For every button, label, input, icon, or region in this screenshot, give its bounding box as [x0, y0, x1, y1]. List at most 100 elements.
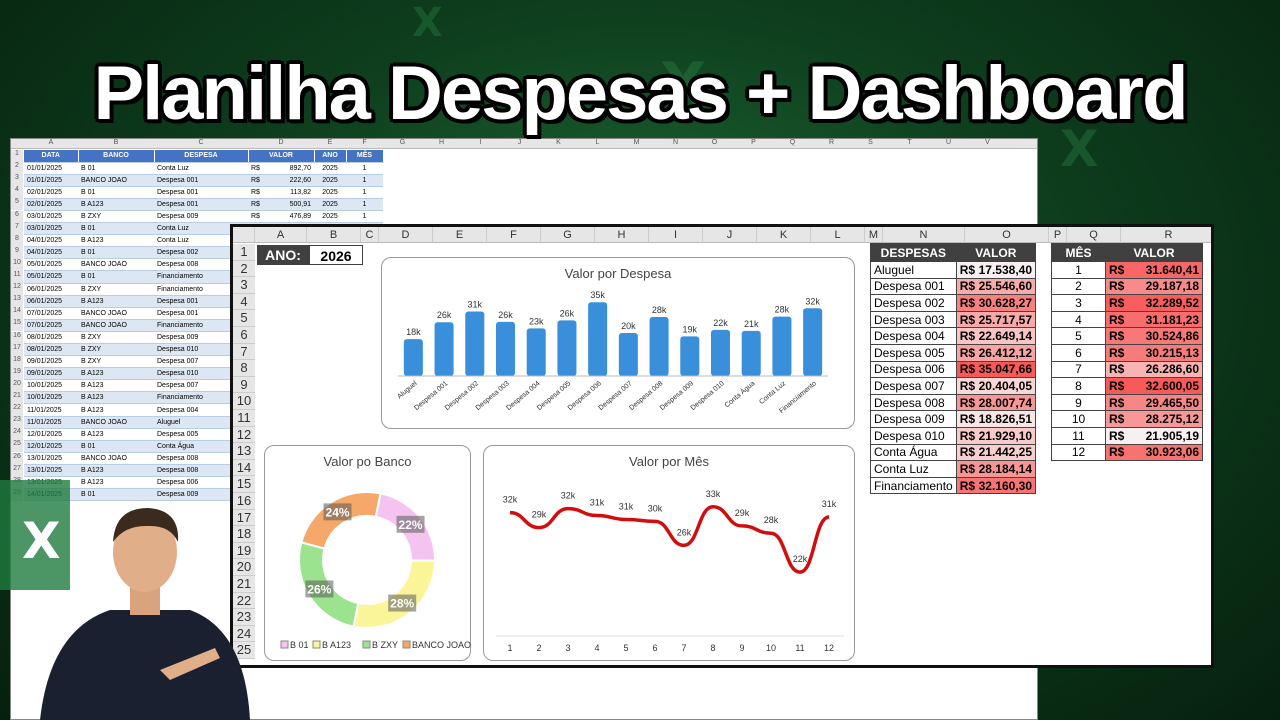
- table-cell[interactable]: 07/01/2025: [24, 307, 78, 320]
- row-label[interactable]: Financiamento: [870, 476, 957, 495]
- row-label[interactable]: 2: [1051, 277, 1106, 296]
- row-number[interactable]: 5: [233, 310, 255, 327]
- row-number[interactable]: 16: [233, 493, 255, 510]
- table-cell[interactable]: Despesa 010: [154, 367, 248, 381]
- table-cell[interactable]: Financiamento: [154, 283, 248, 296]
- column-header[interactable]: I: [479, 139, 482, 146]
- column-header[interactable]: C: [198, 139, 204, 146]
- row-number[interactable]: 3: [233, 277, 255, 294]
- row-label[interactable]: 3: [1051, 294, 1106, 312]
- data-column-header[interactable]: MÊS: [346, 150, 384, 163]
- table-cell[interactable]: B ZXY: [78, 355, 154, 369]
- row-label[interactable]: Despesa 008: [870, 393, 957, 412]
- data-column-header[interactable]: VALOR: [248, 150, 315, 163]
- row-number[interactable]: 18: [11, 355, 23, 368]
- row-number[interactable]: 2: [233, 260, 255, 278]
- row-number[interactable]: 11: [233, 410, 255, 427]
- row-number[interactable]: 9: [11, 246, 23, 259]
- select-all-corner[interactable]: [233, 227, 255, 243]
- column-header[interactable]: Q: [1067, 227, 1121, 243]
- row-number[interactable]: 24: [233, 625, 255, 643]
- row-value[interactable]: R$ 29.465,50: [1105, 393, 1203, 412]
- row-number[interactable]: 19: [233, 542, 255, 560]
- row-label[interactable]: Despesa 001: [870, 277, 957, 296]
- table-cell[interactable]: 06/01/2025: [24, 283, 78, 296]
- row-label[interactable]: Despesa 009: [870, 410, 957, 428]
- table-cell[interactable]: B A123: [78, 198, 154, 211]
- row-number[interactable]: 4: [233, 293, 255, 311]
- row-label[interactable]: 4: [1051, 310, 1106, 329]
- table-cell[interactable]: 09/01/2025: [24, 367, 78, 381]
- row-number[interactable]: 21: [233, 576, 255, 593]
- row-value[interactable]: R$ 25.717,57: [955, 310, 1037, 329]
- row-number[interactable]: 20: [11, 379, 23, 392]
- table-cell[interactable]: 04/01/2025: [24, 234, 78, 248]
- table-cell[interactable]: 222,60: [271, 174, 314, 187]
- table-cell[interactable]: B ZXY: [78, 343, 154, 357]
- row-number[interactable]: 15: [233, 476, 255, 493]
- column-header[interactable]: R: [828, 139, 835, 146]
- table-cell[interactable]: B ZXY: [78, 210, 154, 224]
- row-number[interactable]: 11: [11, 271, 23, 283]
- table-cell[interactable]: BANCO JOAO: [78, 258, 154, 272]
- table-cell[interactable]: 13/01/2025: [24, 452, 78, 465]
- table-cell[interactable]: Despesa 009: [154, 331, 248, 345]
- table-cell[interactable]: B ZXY: [78, 283, 154, 296]
- column-header[interactable]: N: [883, 227, 965, 243]
- row-number[interactable]: 14: [11, 307, 23, 320]
- table-cell[interactable]: Despesa 001: [154, 174, 248, 187]
- table-cell[interactable]: Despesa 001: [154, 307, 248, 320]
- table-cell[interactable]: B 01: [78, 270, 154, 284]
- row-value[interactable]: R$ 21.442,25: [955, 443, 1037, 462]
- row-number[interactable]: 12: [233, 426, 255, 444]
- table-cell[interactable]: 1: [346, 186, 383, 199]
- row-value[interactable]: R$ 29.187,18: [1105, 277, 1203, 296]
- table-cell[interactable]: B A123: [78, 428, 154, 441]
- column-header[interactable]: H: [438, 139, 445, 146]
- column-header[interactable]: G: [541, 227, 595, 243]
- row-number[interactable]: 1: [11, 150, 23, 162]
- row-number[interactable]: 6: [233, 327, 255, 344]
- row-value[interactable]: R$ 18.826,51: [955, 410, 1037, 428]
- row-value[interactable]: R$ 30.215,13: [1105, 343, 1203, 362]
- table-cell[interactable]: Conta Luz: [154, 234, 248, 248]
- row-value[interactable]: R$ 30.524,86: [1105, 327, 1203, 345]
- row-number[interactable]: 23: [233, 609, 255, 626]
- table-cell[interactable]: 10/01/2025: [24, 391, 78, 405]
- column-header[interactable]: U: [945, 139, 952, 146]
- row-number[interactable]: 22: [233, 592, 255, 610]
- table-cell[interactable]: 113,82: [271, 186, 314, 199]
- row-value[interactable]: R$ 21.929,10: [955, 426, 1037, 445]
- column-header[interactable]: P: [1049, 227, 1067, 243]
- row-number[interactable]: 20: [233, 559, 255, 576]
- table-cell[interactable]: 05/01/2025: [24, 258, 78, 272]
- table-cell[interactable]: Aluguel: [154, 416, 248, 429]
- table-cell[interactable]: R$: [248, 162, 272, 175]
- row-number[interactable]: 10: [233, 393, 255, 410]
- row-number[interactable]: 21: [11, 392, 23, 404]
- column-header[interactable]: G: [399, 139, 406, 146]
- row-label[interactable]: 11: [1051, 426, 1106, 445]
- table-cell[interactable]: Despesa 009: [154, 210, 248, 224]
- column-header[interactable]: H: [595, 227, 649, 243]
- row-number[interactable]: 25: [11, 440, 23, 453]
- column-header[interactable]: F: [487, 227, 541, 243]
- data-column-header[interactable]: BANCO: [78, 150, 155, 163]
- column-header[interactable]: A: [48, 139, 54, 146]
- table-cell[interactable]: B 01: [78, 488, 154, 502]
- row-number[interactable]: 8: [11, 234, 23, 247]
- column-header[interactable]: N: [672, 139, 679, 146]
- table-cell[interactable]: B 01: [78, 246, 154, 260]
- row-label[interactable]: Despesa 004: [870, 327, 957, 345]
- table-cell[interactable]: 1: [346, 210, 383, 224]
- column-header[interactable]: O: [711, 139, 718, 146]
- column-header[interactable]: C: [361, 227, 379, 243]
- column-header[interactable]: M: [865, 227, 883, 243]
- table-cell[interactable]: 12/01/2025: [24, 440, 78, 453]
- row-value[interactable]: R$ 21.905,19: [1105, 426, 1203, 445]
- column-header[interactable]: O: [965, 227, 1049, 243]
- row-label[interactable]: 5: [1051, 327, 1106, 345]
- row-value[interactable]: R$ 26.412,12: [955, 343, 1037, 362]
- row-number[interactable]: 1: [233, 244, 255, 261]
- table-cell[interactable]: Despesa 002: [154, 246, 248, 260]
